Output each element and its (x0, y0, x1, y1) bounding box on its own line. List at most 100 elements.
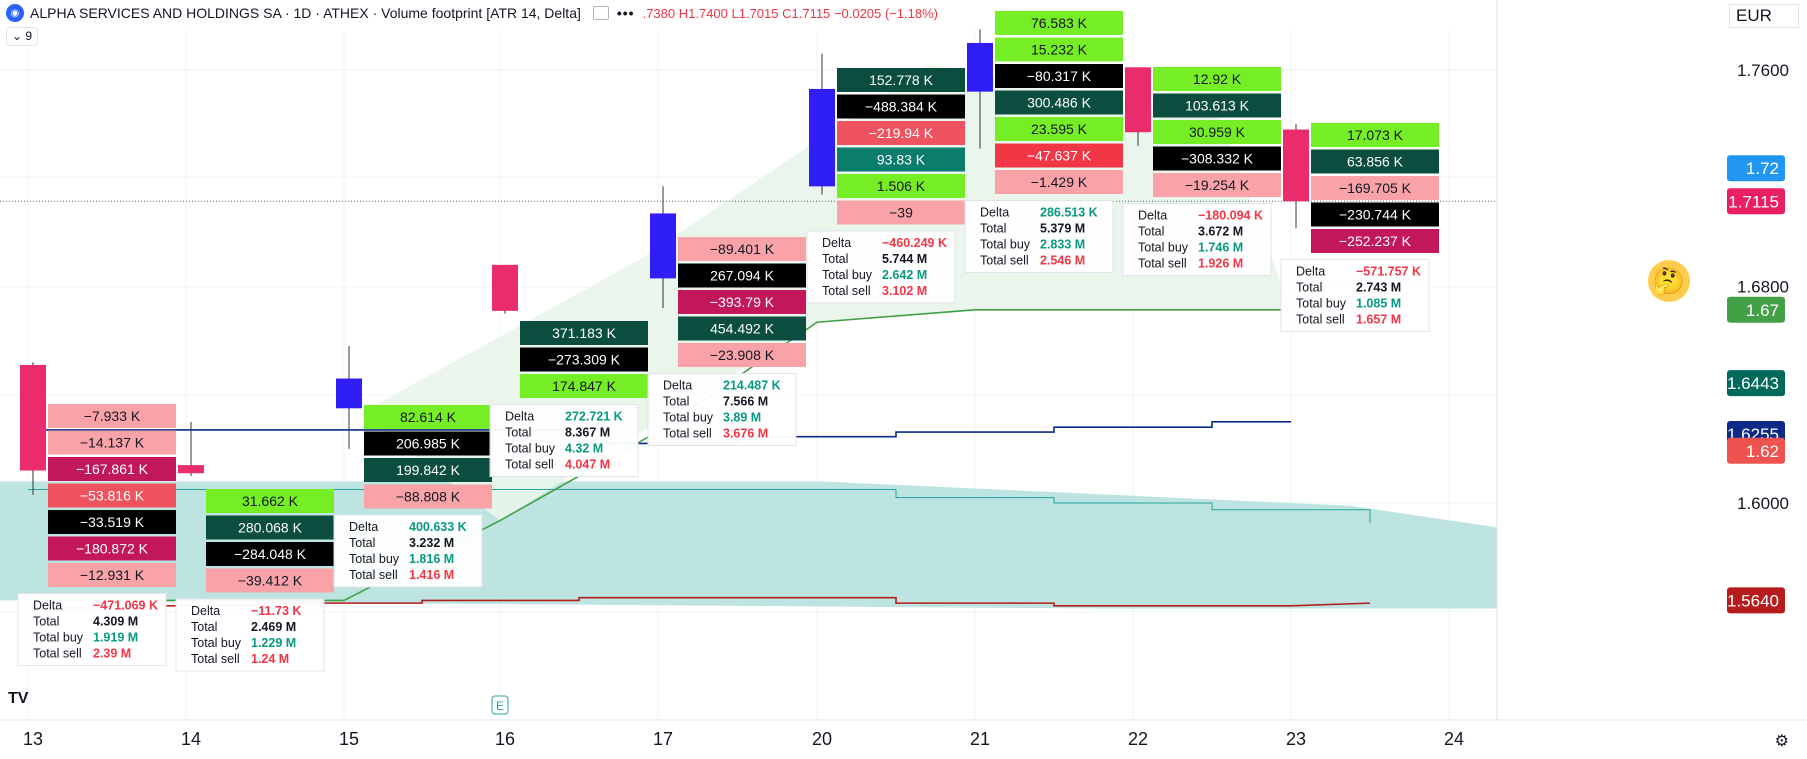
footprint-cell[interactable] (48, 483, 176, 508)
footprint-cell-label: −19.254 K (1185, 177, 1250, 193)
candle-group-14[interactable]: 31.662 K 280.068 K −284.048 K −39.412 K Delt… (175, 421, 334, 672)
symbol-logo-icon[interactable]: ◉ (6, 4, 24, 22)
currency-selector[interactable]: EUR (1729, 4, 1799, 28)
footprint-cell[interactable] (837, 174, 965, 198)
footprint-cell[interactable] (678, 343, 806, 367)
footprint-cell[interactable] (1153, 146, 1281, 171)
candle-body[interactable] (20, 364, 46, 471)
earnings-marker[interactable] (491, 695, 509, 715)
footprint-cell[interactable] (1311, 149, 1439, 174)
stats-label-sell: Total sell (33, 647, 82, 661)
footprint-cell[interactable] (206, 568, 334, 593)
footprint-cell[interactable] (837, 200, 965, 225)
candle-group-13[interactable]: −7.933 K −14.137 K −167.861 K −53.816 K −33.… (17, 362, 176, 666)
footprint-cell[interactable] (1153, 67, 1281, 91)
candle-body[interactable] (967, 42, 993, 92)
candle-group-20[interactable]: 152.778 K −488.384 K −219.94 K 93.83 K 1.506… (806, 53, 965, 304)
candle-body[interactable] (1283, 129, 1309, 202)
footprint-cell[interactable] (678, 316, 806, 341)
footprint-cell[interactable] (520, 374, 648, 398)
candle-group-17[interactable]: −89.401 K 267.094 K −393.79 K 454.492 K −23.… (647, 186, 806, 446)
footprint-cell[interactable] (364, 431, 492, 456)
footprint-cell-label: −230.744 K (1339, 207, 1412, 223)
footprint-cell[interactable] (995, 90, 1123, 115)
footprint-cell[interactable] (48, 510, 176, 534)
footprint-cell[interactable] (837, 147, 965, 172)
stats-value-total: 2.469 M (251, 620, 296, 634)
footprint-cell-label: 152.778 K (869, 72, 933, 88)
stats-value-delta: −460.249 K (882, 236, 947, 250)
footprint-cell[interactable] (678, 237, 806, 261)
symbol-title[interactable]: ALPHA SERVICES AND HOLDINGS SA · 1D · AT… (28, 4, 583, 22)
footprint-cell[interactable] (1311, 202, 1439, 227)
footprint-cell[interactable] (48, 404, 176, 428)
candle-group-15[interactable]: 82.614 K 206.985 K 199.842 K −88.808 K Delta… (333, 346, 492, 588)
footprint-cell[interactable] (1311, 123, 1439, 147)
footprint-cell[interactable] (837, 68, 965, 92)
footprint-cell[interactable] (48, 430, 176, 455)
eye-icon[interactable] (592, 6, 609, 20)
stats-value-sell: 1.926 M (1198, 257, 1243, 271)
footprint-cell[interactable] (995, 11, 1123, 35)
footprint-cell[interactable] (48, 563, 176, 587)
stats-label-buy: Total buy (191, 636, 242, 650)
footprint-cell[interactable] (48, 457, 176, 481)
stats-label-total: Total (505, 426, 531, 440)
footprint-cell-label: 103.613 K (1185, 98, 1249, 114)
candle-group-23[interactable]: 17.073 K 63.856 K −169.705 K −230.744 K −252… (1280, 123, 1439, 332)
candle-body[interactable] (336, 378, 362, 409)
stats-box (806, 230, 956, 304)
footprint-cell[interactable] (1153, 93, 1281, 118)
indicator-toggle-button[interactable]: ⌄ 9 (6, 27, 39, 46)
footprint-cell-label: 206.985 K (396, 436, 460, 452)
footprint-cell[interactable] (1153, 120, 1281, 144)
tradingview-logo-icon[interactable]: TV (8, 690, 29, 707)
price-label-badge[interactable] (1727, 587, 1785, 614)
candle-body[interactable] (1125, 67, 1151, 133)
stats-label-delta: Delta (349, 520, 378, 534)
footprint-cell[interactable] (1153, 173, 1281, 197)
footprint-cell[interactable] (364, 458, 492, 482)
stats-label-sell: Total sell (980, 254, 1029, 268)
footprint-cell[interactable] (364, 405, 492, 429)
footprint-cell-label: 17.073 K (1347, 127, 1404, 143)
stats-value-total: 2.743 M (1356, 281, 1401, 295)
candle-body[interactable] (492, 264, 518, 311)
footprint-cell[interactable] (995, 117, 1123, 141)
footprint-cell[interactable] (1311, 176, 1439, 200)
candle-body[interactable] (178, 465, 204, 474)
footprint-cell-label: 300.486 K (1027, 95, 1091, 111)
candle-group-16[interactable]: 371.183 K −273.309 K 174.847 K Delta 272.721… (489, 264, 648, 477)
price-label-badge[interactable] (1727, 188, 1785, 215)
footprint-cell[interactable] (520, 347, 648, 372)
footprint-cell[interactable] (995, 170, 1123, 194)
footprint-cell[interactable] (364, 484, 492, 509)
stats-label-sell: Total sell (349, 568, 398, 582)
price-label-badge[interactable] (1727, 296, 1785, 323)
gear-icon[interactable]: ⚙ (1774, 733, 1789, 750)
footprint-cell[interactable] (206, 542, 334, 566)
footprint-cell[interactable] (520, 321, 648, 345)
footprint-cell[interactable] (837, 121, 965, 145)
candle-body[interactable] (650, 213, 676, 279)
price-label-badge[interactable] (1727, 155, 1785, 182)
footprint-cell[interactable] (48, 536, 176, 561)
footprint-cell[interactable] (678, 263, 806, 288)
thinking-emoji-icon[interactable]: 🤔 (1648, 260, 1690, 302)
candle-group-21[interactable]: 76.583 K 15.232 K −80.317 K 300.486 K 23.595… (964, 11, 1123, 273)
footprint-cell[interactable] (1311, 229, 1439, 253)
footprint-cell[interactable] (837, 94, 965, 119)
footprint-cell[interactable] (995, 64, 1123, 88)
candle-group-22[interactable]: 12.92 K 103.613 K 30.959 K −308.332 K −19.25… (1122, 67, 1281, 276)
footprint-cell-label: 76.583 K (1031, 15, 1088, 31)
price-label-badge[interactable] (1727, 370, 1785, 397)
footprint-cell[interactable] (206, 515, 334, 540)
footprint-cell[interactable] (206, 489, 334, 513)
price-label-badge[interactable] (1727, 437, 1785, 464)
candle-body[interactable] (809, 88, 835, 187)
footprint-cell[interactable] (995, 37, 1123, 62)
more-icon[interactable]: ••• (616, 5, 635, 21)
footprint-cell[interactable] (678, 290, 806, 314)
footprint-cell[interactable] (995, 143, 1123, 168)
